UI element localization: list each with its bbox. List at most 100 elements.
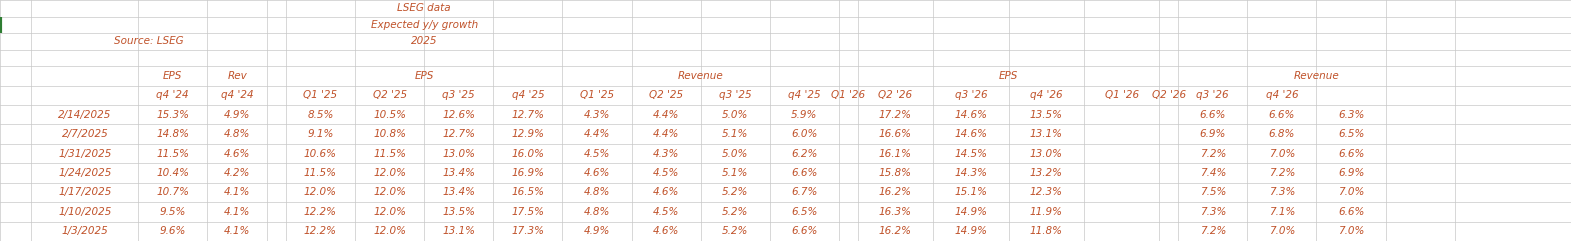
Text: 7.2%: 7.2%: [1200, 148, 1225, 159]
Text: 6.0%: 6.0%: [792, 129, 817, 139]
Text: 13.4%: 13.4%: [441, 187, 476, 197]
Text: 5.2%: 5.2%: [723, 187, 748, 197]
Text: 12.0%: 12.0%: [372, 226, 407, 236]
Text: 4.6%: 4.6%: [584, 168, 610, 178]
Text: 10.7%: 10.7%: [156, 187, 190, 197]
Text: 7.2%: 7.2%: [1200, 226, 1225, 236]
Text: Q1 '25: Q1 '25: [303, 90, 338, 100]
Text: 15.1%: 15.1%: [954, 187, 988, 197]
Text: 7.3%: 7.3%: [1200, 207, 1225, 217]
Text: 4.5%: 4.5%: [584, 148, 610, 159]
Text: 7.0%: 7.0%: [1269, 226, 1295, 236]
Text: 6.6%: 6.6%: [792, 168, 817, 178]
Text: 10.8%: 10.8%: [372, 129, 407, 139]
Text: 2/7/2025: 2/7/2025: [61, 129, 108, 139]
Text: Expected y/y growth: Expected y/y growth: [371, 20, 478, 30]
Text: 2/14/2025: 2/14/2025: [58, 110, 112, 120]
Text: 14.6%: 14.6%: [954, 129, 988, 139]
Text: 5.2%: 5.2%: [723, 226, 748, 236]
Text: 15.8%: 15.8%: [878, 168, 913, 178]
Text: 2025: 2025: [412, 36, 437, 46]
Text: 4.5%: 4.5%: [654, 207, 679, 217]
Text: 4.6%: 4.6%: [225, 148, 250, 159]
Text: 6.6%: 6.6%: [792, 226, 817, 236]
Text: 6.9%: 6.9%: [1200, 129, 1225, 139]
Text: Revenue: Revenue: [1293, 71, 1340, 81]
Text: 6.6%: 6.6%: [1269, 110, 1295, 120]
Text: 6.6%: 6.6%: [1338, 207, 1364, 217]
Text: 4.6%: 4.6%: [654, 187, 679, 197]
Text: 12.7%: 12.7%: [511, 110, 545, 120]
Text: 12.2%: 12.2%: [303, 207, 338, 217]
Text: 4.1%: 4.1%: [225, 207, 250, 217]
Text: 12.0%: 12.0%: [372, 207, 407, 217]
Text: 4.1%: 4.1%: [225, 187, 250, 197]
Text: 13.0%: 13.0%: [441, 148, 476, 159]
Text: EPS: EPS: [163, 71, 182, 81]
Text: 14.5%: 14.5%: [954, 148, 988, 159]
Text: 13.4%: 13.4%: [441, 168, 476, 178]
Text: 12.6%: 12.6%: [441, 110, 476, 120]
Text: 13.0%: 13.0%: [1029, 148, 1064, 159]
Text: 14.3%: 14.3%: [954, 168, 988, 178]
Text: 5.1%: 5.1%: [723, 168, 748, 178]
Text: 7.0%: 7.0%: [1338, 226, 1364, 236]
Text: 12.0%: 12.0%: [372, 168, 407, 178]
Text: 7.2%: 7.2%: [1269, 168, 1295, 178]
Text: q3 '25: q3 '25: [720, 90, 751, 100]
Text: 16.0%: 16.0%: [511, 148, 545, 159]
Text: Q2 '26: Q2 '26: [878, 90, 913, 100]
Text: 7.5%: 7.5%: [1200, 187, 1225, 197]
Text: 16.2%: 16.2%: [878, 226, 913, 236]
Text: 6.5%: 6.5%: [1338, 129, 1364, 139]
Text: 13.5%: 13.5%: [441, 207, 476, 217]
Text: 5.0%: 5.0%: [723, 110, 748, 120]
Text: 11.9%: 11.9%: [1029, 207, 1064, 217]
Text: 17.3%: 17.3%: [511, 226, 545, 236]
Text: 9.1%: 9.1%: [308, 129, 333, 139]
Text: 6.7%: 6.7%: [792, 187, 817, 197]
Text: Q1 '26: Q1 '26: [1104, 90, 1139, 100]
Text: Rev: Rev: [228, 71, 247, 81]
Text: 8.5%: 8.5%: [308, 110, 333, 120]
Text: 17.2%: 17.2%: [878, 110, 913, 120]
Text: q4 '26: q4 '26: [1031, 90, 1062, 100]
Text: 1/3/2025: 1/3/2025: [61, 226, 108, 236]
Text: q4 '24: q4 '24: [157, 90, 189, 100]
Text: q4 '25: q4 '25: [512, 90, 544, 100]
Text: 5.1%: 5.1%: [723, 129, 748, 139]
Text: 16.9%: 16.9%: [511, 168, 545, 178]
Text: 11.8%: 11.8%: [1029, 226, 1064, 236]
Text: 12.3%: 12.3%: [1029, 187, 1064, 197]
Text: 4.3%: 4.3%: [584, 110, 610, 120]
Text: 12.0%: 12.0%: [372, 187, 407, 197]
Text: 4.4%: 4.4%: [654, 110, 679, 120]
Text: 4.3%: 4.3%: [654, 148, 679, 159]
Text: 10.5%: 10.5%: [372, 110, 407, 120]
Text: Q2 '25: Q2 '25: [372, 90, 407, 100]
Text: Q2 '26: Q2 '26: [1152, 90, 1186, 100]
Text: Q2 '25: Q2 '25: [649, 90, 683, 100]
Text: 6.6%: 6.6%: [1200, 110, 1225, 120]
Text: 11.5%: 11.5%: [372, 148, 407, 159]
Text: EPS: EPS: [999, 71, 1018, 81]
Text: 4.8%: 4.8%: [225, 129, 250, 139]
Text: 4.8%: 4.8%: [584, 187, 610, 197]
Text: 1/17/2025: 1/17/2025: [58, 187, 112, 197]
Text: q4 '25: q4 '25: [789, 90, 820, 100]
Text: q3 '25: q3 '25: [443, 90, 474, 100]
Text: 7.3%: 7.3%: [1269, 187, 1295, 197]
Text: 16.2%: 16.2%: [878, 187, 913, 197]
Text: 16.5%: 16.5%: [511, 187, 545, 197]
Text: 5.2%: 5.2%: [723, 207, 748, 217]
Text: 4.8%: 4.8%: [584, 207, 610, 217]
Text: 4.9%: 4.9%: [584, 226, 610, 236]
Text: Q1 '25: Q1 '25: [580, 90, 614, 100]
Text: 4.6%: 4.6%: [654, 226, 679, 236]
Text: 12.9%: 12.9%: [511, 129, 545, 139]
Text: LSEG data: LSEG data: [397, 3, 451, 13]
Text: 4.5%: 4.5%: [654, 168, 679, 178]
Text: 4.4%: 4.4%: [654, 129, 679, 139]
Text: 6.5%: 6.5%: [792, 207, 817, 217]
Text: 4.2%: 4.2%: [225, 168, 250, 178]
